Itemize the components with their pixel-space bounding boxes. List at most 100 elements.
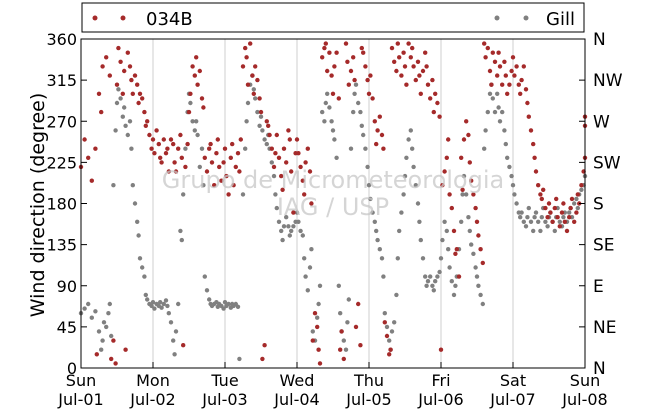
data-point-gill (561, 215, 566, 220)
legend-label-gill: Gill (546, 9, 575, 30)
data-point-034b (188, 91, 193, 97)
data-point-gill (476, 283, 481, 288)
data-point-gill (496, 105, 501, 110)
data-point-gill (461, 173, 467, 179)
data-point-gill (178, 228, 183, 234)
data-point-034b (346, 82, 351, 87)
data-point-034b (118, 59, 123, 64)
data-point-034b (574, 210, 579, 215)
data-point-034b (379, 132, 385, 138)
data-point-gill (273, 192, 278, 197)
y-tick-label: 180 (46, 195, 77, 214)
legend-marker-034b (92, 15, 98, 21)
y2-tick-label: SE (593, 236, 615, 256)
data-point-gill (433, 279, 438, 284)
data-point-034b (339, 329, 344, 334)
data-point-034b (145, 119, 150, 124)
data-point-gill (171, 338, 176, 343)
data-point-034b (269, 146, 274, 151)
data-point-034b (399, 73, 404, 78)
data-point-034b (147, 132, 152, 138)
data-point-034b (183, 164, 188, 170)
data-point-gill (302, 256, 307, 261)
data-point-034b (562, 219, 567, 224)
data-point-034b (518, 91, 523, 97)
data-point-gill (303, 274, 308, 279)
data-point-gill (135, 219, 140, 224)
data-point-gill (408, 128, 413, 133)
data-point-034b (204, 169, 210, 174)
data-point-gill (251, 87, 256, 92)
data-point-gill (100, 338, 105, 343)
data-point-034b (374, 141, 379, 147)
data-point-034b (554, 196, 559, 202)
data-point-034b (237, 169, 242, 174)
data-point-gill (194, 119, 199, 124)
data-point-gill (389, 329, 395, 334)
data-point-034b (411, 64, 416, 69)
data-point-gill (366, 183, 372, 188)
data-point-gill (557, 219, 562, 224)
data-point-gill (572, 201, 577, 206)
data-point-gill (202, 274, 207, 279)
data-point-gill (399, 210, 404, 215)
data-point-gill (201, 183, 206, 188)
data-point-034b (93, 146, 98, 151)
data-point-gill (345, 320, 350, 325)
data-point-034b (413, 77, 418, 83)
data-point-034b (424, 64, 429, 69)
data-point-gill (482, 146, 487, 151)
data-point-034b (384, 333, 390, 339)
data-point-034b (251, 91, 256, 97)
data-point-gill (521, 219, 526, 224)
data-point-034b (201, 105, 206, 110)
data-point-gill (152, 306, 157, 311)
data-point-034b (361, 50, 366, 55)
data-point-gill (431, 288, 436, 293)
data-point-034b (492, 59, 498, 64)
data-point-034b (345, 59, 350, 64)
data-point-034b (569, 196, 575, 202)
data-point-gill (483, 128, 488, 133)
data-point-034b (329, 73, 334, 78)
data-point-034b (467, 160, 472, 165)
data-point-gill (113, 128, 118, 133)
data-point-034b (548, 210, 553, 215)
data-point-gill (320, 109, 325, 115)
data-point-gill (276, 219, 282, 224)
data-point-gill (531, 228, 536, 234)
data-point-gill (532, 215, 537, 220)
data-point-gill (343, 347, 349, 352)
y-tick-label: 90 (57, 277, 77, 296)
data-point-gill (253, 96, 258, 101)
data-point-034b (166, 169, 171, 174)
x-tick-day: Thu (353, 371, 384, 390)
data-point-034b (219, 178, 224, 183)
data-point-gill (257, 123, 262, 128)
data-point-gill (417, 219, 422, 224)
data-point-034b (353, 324, 359, 330)
data-point-gill (127, 119, 133, 124)
data-point-gill (394, 292, 399, 298)
data-point-034b (291, 210, 296, 215)
data-point-034b (536, 183, 541, 188)
data-point-034b (310, 338, 315, 343)
data-point-034b (365, 77, 370, 83)
data-point-gill (89, 315, 95, 320)
data-point-034b (327, 50, 332, 55)
data-point-gill (118, 96, 123, 101)
data-point-034b (387, 352, 392, 357)
data-point-034b (526, 114, 531, 119)
data-point-gill (502, 128, 507, 133)
data-point-034b (460, 187, 465, 192)
data-point-034b (173, 169, 179, 174)
data-point-gill (165, 303, 170, 309)
data-point-034b (322, 45, 327, 51)
data-point-gill (363, 146, 368, 151)
data-point-034b (485, 45, 490, 51)
data-point-034b (235, 151, 241, 156)
y-tick-label: 45 (57, 318, 77, 337)
data-point-034b (417, 73, 422, 78)
data-point-034b (197, 68, 202, 74)
data-point-034b (525, 100, 530, 106)
